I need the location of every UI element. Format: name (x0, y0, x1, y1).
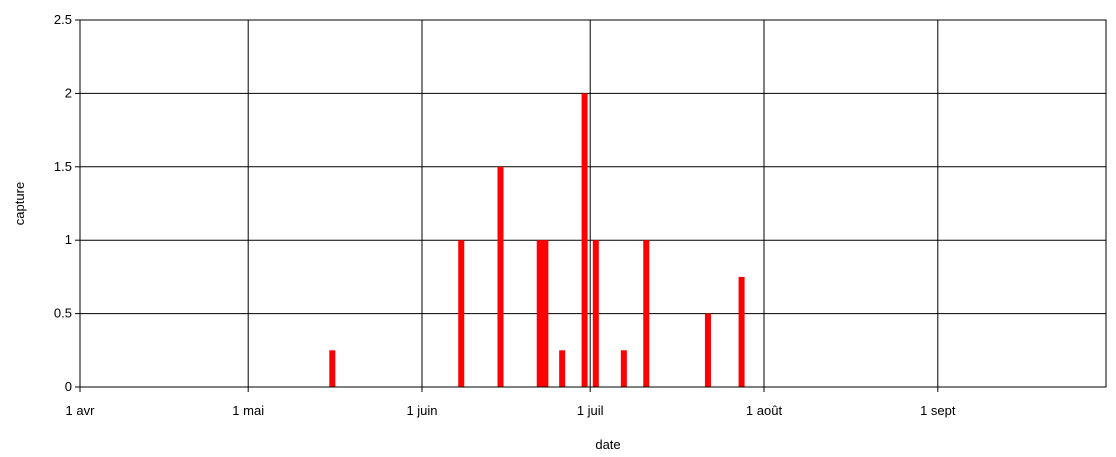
x-axis-title: date (595, 437, 620, 452)
bar (592, 240, 599, 387)
bar (581, 93, 588, 388)
bar (458, 240, 465, 387)
y-tick-label: 2.5 (54, 12, 72, 27)
x-tick-label: 1 juil (577, 403, 604, 418)
bar (329, 350, 336, 387)
bar (704, 313, 711, 387)
x-tick-label: 1 juin (406, 403, 437, 418)
bar (542, 240, 549, 387)
gridlines (80, 20, 1106, 387)
y-axis-title: capture (12, 182, 27, 225)
y-tick-label: 0 (65, 379, 72, 394)
y-tick-label: 0.5 (54, 306, 72, 321)
x-tick-label: 1 sept (920, 403, 956, 418)
bars (329, 93, 745, 388)
bar (497, 166, 504, 387)
axes (75, 19, 939, 392)
tick-labels: 0 0.5 1 1.5 2 2.5 1 avr 1 mai 1 juin 1 juil 1 août… (54, 12, 956, 418)
y-tick-label: 2 (65, 85, 72, 100)
bar (738, 276, 745, 387)
y-tick-label: 1 (65, 232, 72, 247)
bar (620, 350, 627, 387)
x-tick-label: 1 août (746, 403, 783, 418)
bar (536, 240, 543, 387)
bar (559, 350, 566, 387)
x-tick-label: 1 avr (66, 403, 96, 418)
x-tick-label: 1 mai (232, 403, 264, 418)
plot-frame (79, 19, 1107, 388)
bar (643, 240, 650, 387)
y-tick-label: 1.5 (54, 159, 72, 174)
